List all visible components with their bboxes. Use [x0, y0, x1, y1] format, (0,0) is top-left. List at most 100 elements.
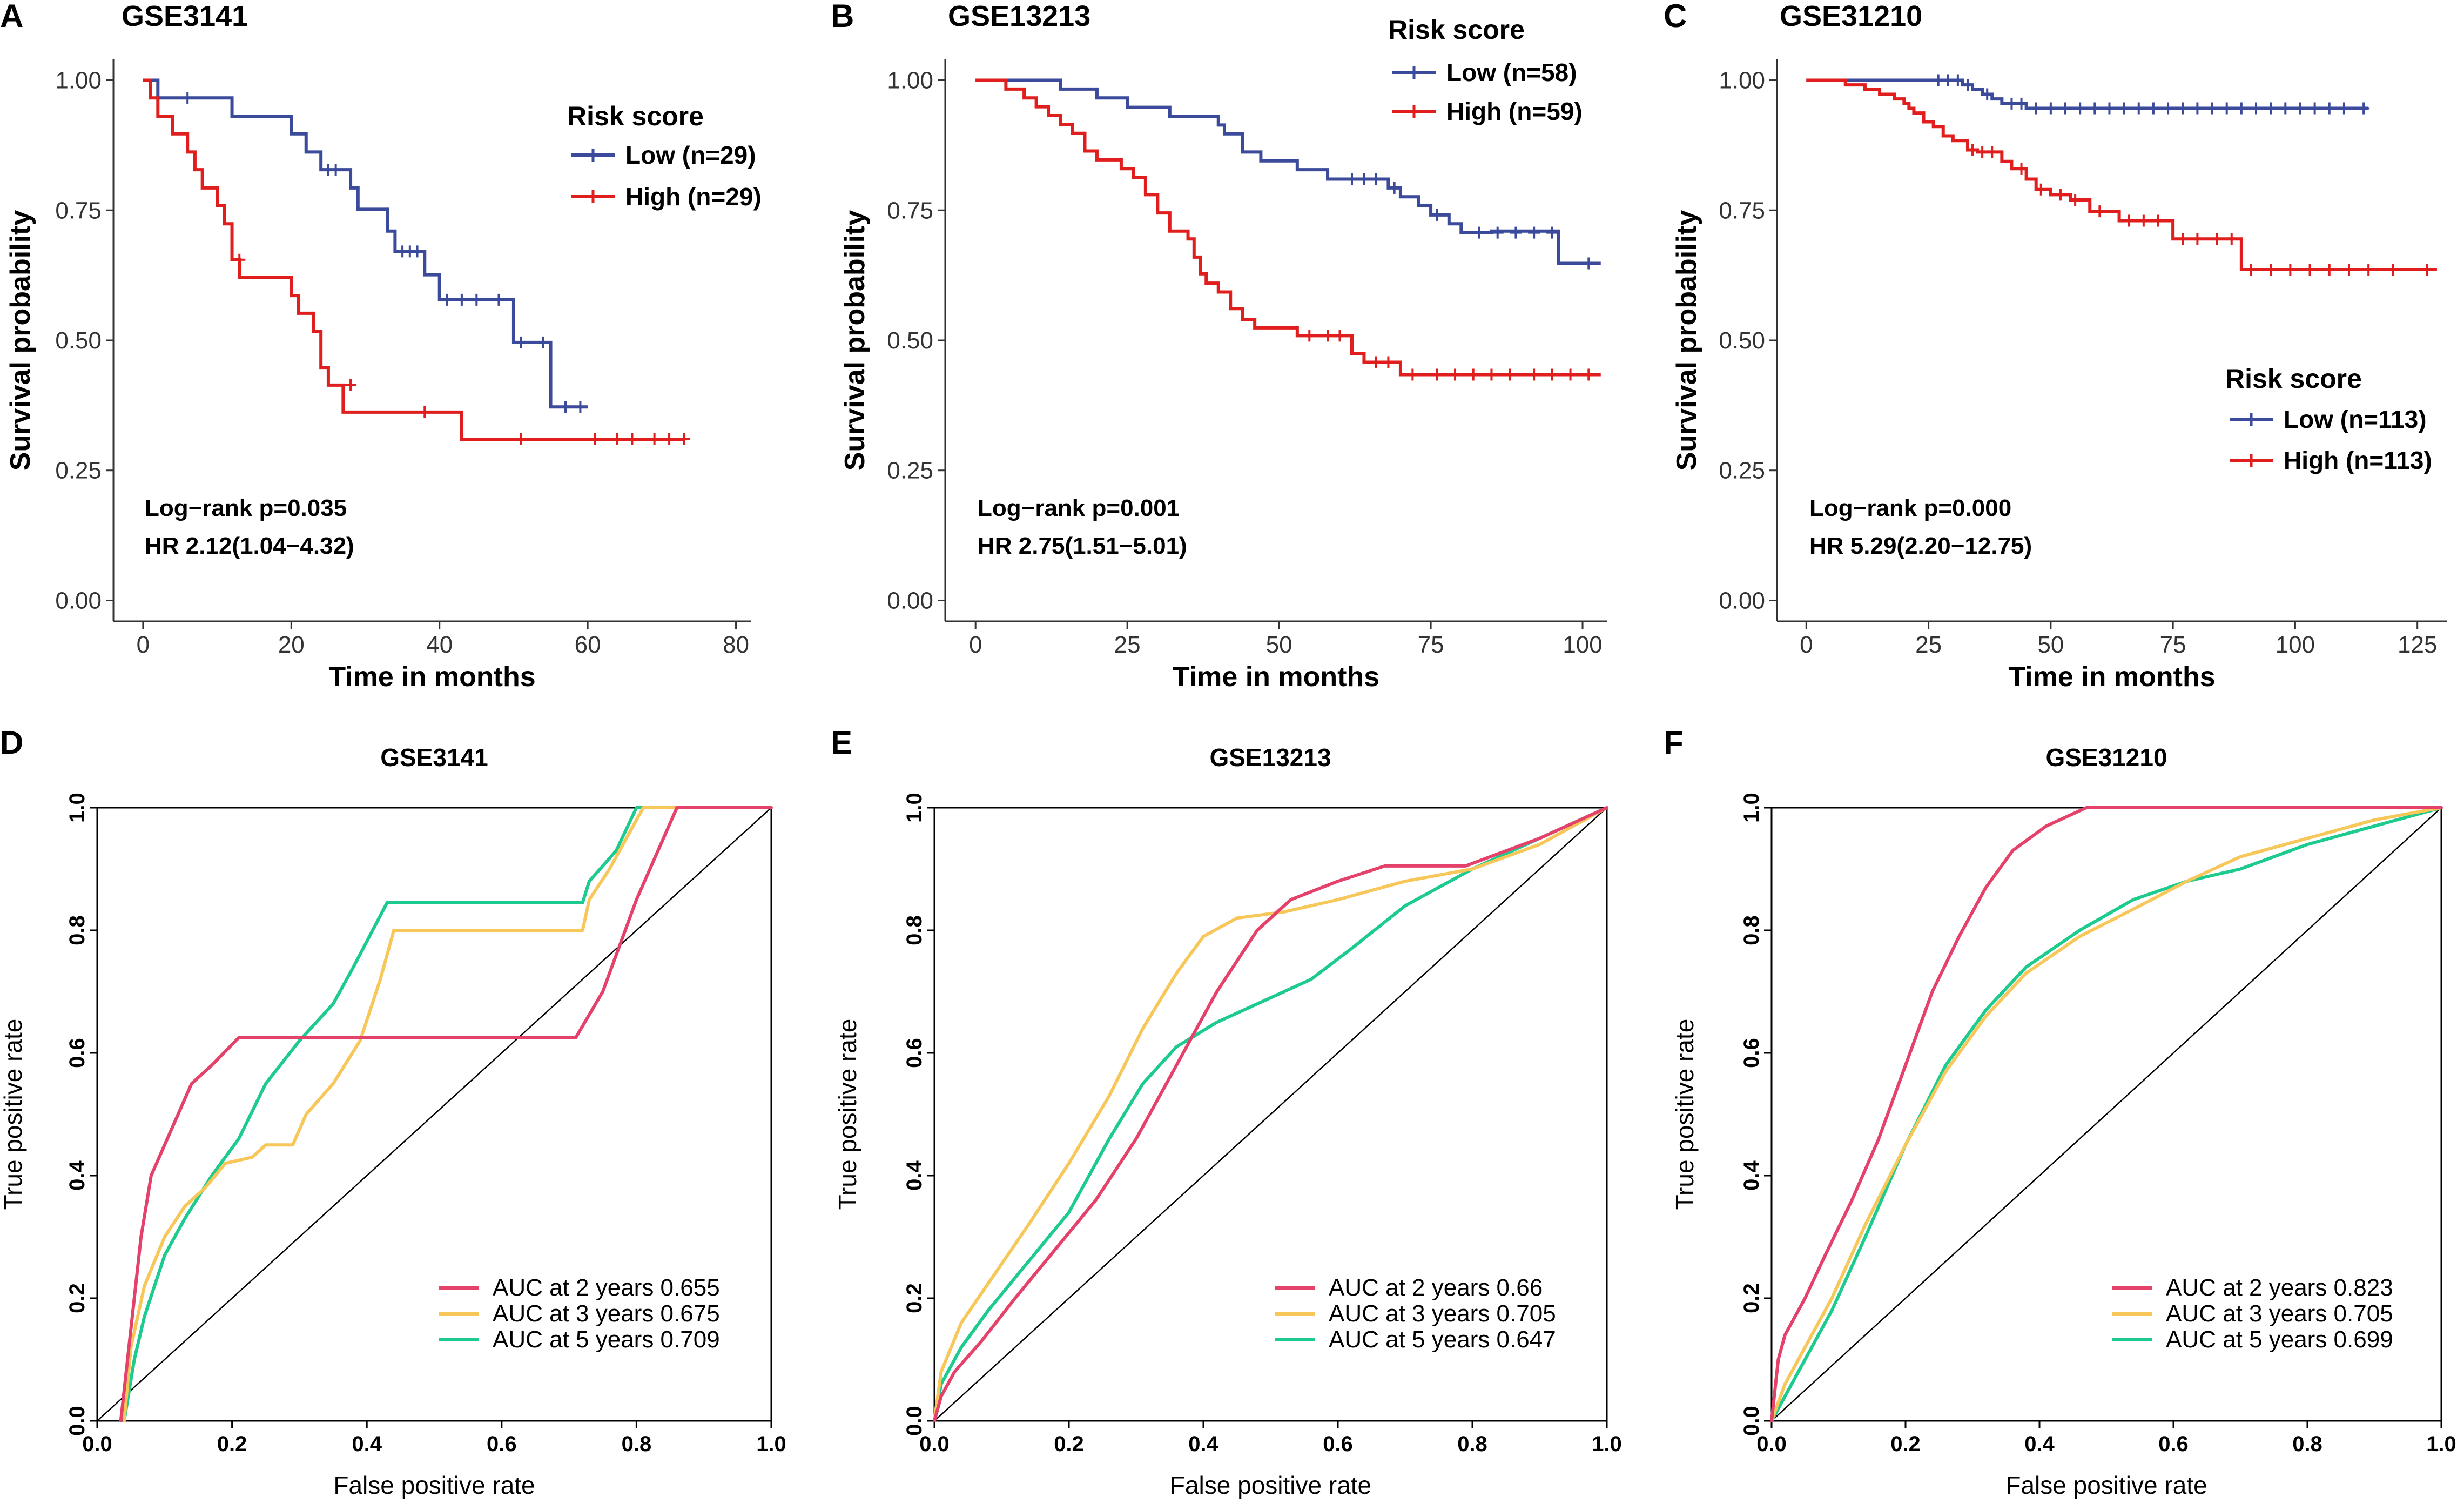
y-tick-label: 0.75: [55, 197, 102, 224]
censor-mark-low: [2177, 102, 2189, 115]
x-tick-label: 1.0: [756, 1432, 786, 1456]
censor-mark-high: [1583, 368, 1595, 381]
legend-label-auc2: AUC at 2 years 0.655: [493, 1274, 720, 1301]
y-tick-label: 0.4: [1740, 1160, 1763, 1190]
censor-mark-high: [233, 253, 246, 266]
censor-mark-low: [2250, 102, 2263, 115]
y-tick-label: 0.8: [65, 915, 89, 945]
x-tick-label: 0.4: [2024, 1432, 2055, 1456]
x-tick-label: 0.6: [487, 1432, 517, 1456]
censor-mark-high: [515, 433, 527, 445]
censor-mark-low: [329, 164, 342, 176]
censor-mark-low: [2323, 102, 2335, 115]
censor-mark-low: [2191, 102, 2204, 115]
x-axis-title: False positive rate: [2005, 1471, 2207, 1499]
legend-censor-mark: [2245, 454, 2258, 467]
censor-mark-high: [1382, 356, 1395, 368]
hazard-ratio: HR 2.12(1.04−4.32): [145, 533, 354, 559]
censor-mark-high: [1967, 144, 1979, 156]
roc-title: GSE13213: [1209, 743, 1331, 771]
censor-mark-low: [1583, 257, 1595, 270]
censor-mark-high: [2211, 233, 2223, 245]
censor-mark-low: [2030, 102, 2042, 115]
y-axis-title: True positive rate: [833, 1019, 861, 1210]
censor-mark-low: [515, 336, 527, 348]
x-tick-label: 25: [1915, 632, 1942, 658]
censor-mark-low: [1528, 226, 1540, 239]
x-tick-label: 0: [137, 632, 150, 658]
legend-label-auc5: AUC at 5 years 0.647: [1329, 1326, 1556, 1353]
x-tick-label: 0.8: [1457, 1432, 1487, 1456]
censor-mark-low: [2358, 102, 2370, 115]
censor-mark-high: [2191, 233, 2204, 245]
roc-curve-auc2: [119, 806, 773, 1422]
x-tick-label: 1.0: [1592, 1432, 1622, 1456]
censor-mark-low: [181, 92, 194, 104]
censor-mark-high: [1467, 368, 1479, 381]
panel-letter-f: F: [1664, 724, 1684, 761]
y-tick-label: 0.8: [1740, 915, 1763, 945]
x-tick-label: 0.8: [2292, 1432, 2322, 1456]
legend-label-auc3: AUC at 3 years 0.705: [2166, 1300, 2393, 1327]
x-tick-label: 75: [1418, 632, 1444, 658]
x-tick-label: 0.4: [1188, 1432, 1218, 1456]
censor-mark-low: [559, 401, 571, 413]
y-tick-label: 0.8: [903, 915, 926, 945]
censor-mark-low: [2265, 102, 2277, 115]
legend-label-low: Low (n=58): [1446, 58, 1577, 86]
y-tick-label: 0.50: [55, 327, 102, 354]
diagonal-reference-line: [97, 807, 772, 1421]
censor-mark-low: [1370, 173, 1382, 185]
legend-title: Risk score: [1388, 15, 1525, 45]
censor-mark-low: [1431, 209, 1443, 221]
logrank-p-value: Log−rank p=0.035: [145, 495, 347, 521]
censor-mark-high: [2421, 264, 2433, 276]
censor-mark-low: [2338, 102, 2350, 115]
censor-mark-high: [2054, 189, 2066, 201]
censor-mark-low: [1491, 226, 1504, 239]
km-curve-low: [143, 78, 588, 409]
censor-mark-high: [2323, 264, 2335, 276]
censor-mark-high: [678, 433, 690, 445]
roc-title: GSE3141: [380, 743, 488, 771]
censor-mark-high: [2284, 264, 2297, 276]
censor-mark-low: [1388, 182, 1401, 194]
censor-mark-high: [648, 433, 661, 445]
censor-mark-high: [2362, 264, 2375, 276]
censor-mark-high: [1431, 368, 1443, 381]
roc-curve-auc3: [933, 806, 1608, 1422]
censor-mark-low: [1345, 173, 1358, 185]
censor-mark-low: [574, 401, 587, 413]
panel-letter-d: D: [0, 724, 23, 761]
y-axis-title: True positive rate: [0, 1019, 27, 1210]
x-tick-label: 0.4: [352, 1432, 382, 1456]
x-axis-title: False positive rate: [1170, 1471, 1371, 1499]
censor-mark-low: [2279, 102, 2292, 115]
y-tick-label: 0.0: [65, 1406, 89, 1436]
y-tick-label: 0.00: [55, 587, 102, 614]
censor-mark-high: [345, 379, 357, 391]
x-axis-title: False positive rate: [333, 1471, 535, 1499]
roc-curve-auc2: [1770, 806, 2443, 1422]
km-title: GSE3141: [122, 0, 248, 32]
plot-frame: [96, 807, 772, 1422]
censor-mark-low: [1546, 226, 1558, 239]
logrank-p-value: Log−rank p=0.000: [1809, 495, 2011, 521]
y-tick-label: 0.00: [887, 587, 933, 614]
x-tick-label: 40: [426, 632, 453, 658]
legend-label-auc2: AUC at 2 years 0.66: [1329, 1274, 1543, 1301]
y-tick-label: 0.75: [887, 197, 933, 224]
censor-mark-high: [2265, 264, 2277, 276]
y-tick-label: 0.0: [1740, 1406, 1763, 1436]
censor-mark-high: [1986, 146, 1998, 158]
censor-mark-high: [2069, 194, 2082, 206]
censor-mark-high: [1504, 368, 1516, 381]
legend-censor-mark: [2245, 413, 2258, 426]
x-tick-label: 125: [2398, 632, 2437, 658]
censor-mark-low: [441, 293, 453, 306]
x-tick-label: 0.2: [1054, 1432, 1084, 1456]
x-tick-label: 100: [2276, 632, 2315, 658]
roc-curve-auc2: [933, 806, 1608, 1422]
censor-mark-low: [2220, 102, 2233, 115]
censor-mark-low: [493, 293, 505, 306]
